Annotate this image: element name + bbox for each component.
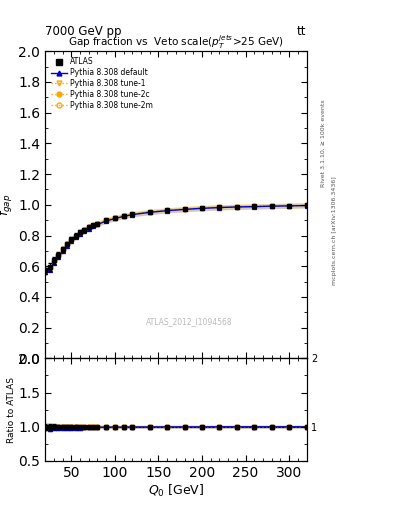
Y-axis label: Ratio to ATLAS: Ratio to ATLAS <box>7 377 16 442</box>
Legend: ATLAS, Pythia 8.308 default, Pythia 8.308 tune-1, Pythia 8.308 tune-2c, Pythia 8: ATLAS, Pythia 8.308 default, Pythia 8.30… <box>49 55 155 112</box>
Y-axis label: $f_{gap}$: $f_{gap}$ <box>0 194 15 216</box>
Text: Rivet 3.1.10, ≥ 100k events: Rivet 3.1.10, ≥ 100k events <box>320 99 325 187</box>
Text: tt: tt <box>297 26 307 38</box>
X-axis label: $Q_0$ [GeV]: $Q_0$ [GeV] <box>148 482 204 499</box>
Text: ATLAS_2012_I1094568: ATLAS_2012_I1094568 <box>146 317 232 326</box>
Title: Gap fraction vs  Veto scale($p_T^{jets}$>25 GeV): Gap fraction vs Veto scale($p_T^{jets}$>… <box>68 33 284 51</box>
Text: 7000 GeV pp: 7000 GeV pp <box>45 26 122 38</box>
Text: mcplots.cern.ch [arXiv:1306.3436]: mcplots.cern.ch [arXiv:1306.3436] <box>332 176 337 285</box>
